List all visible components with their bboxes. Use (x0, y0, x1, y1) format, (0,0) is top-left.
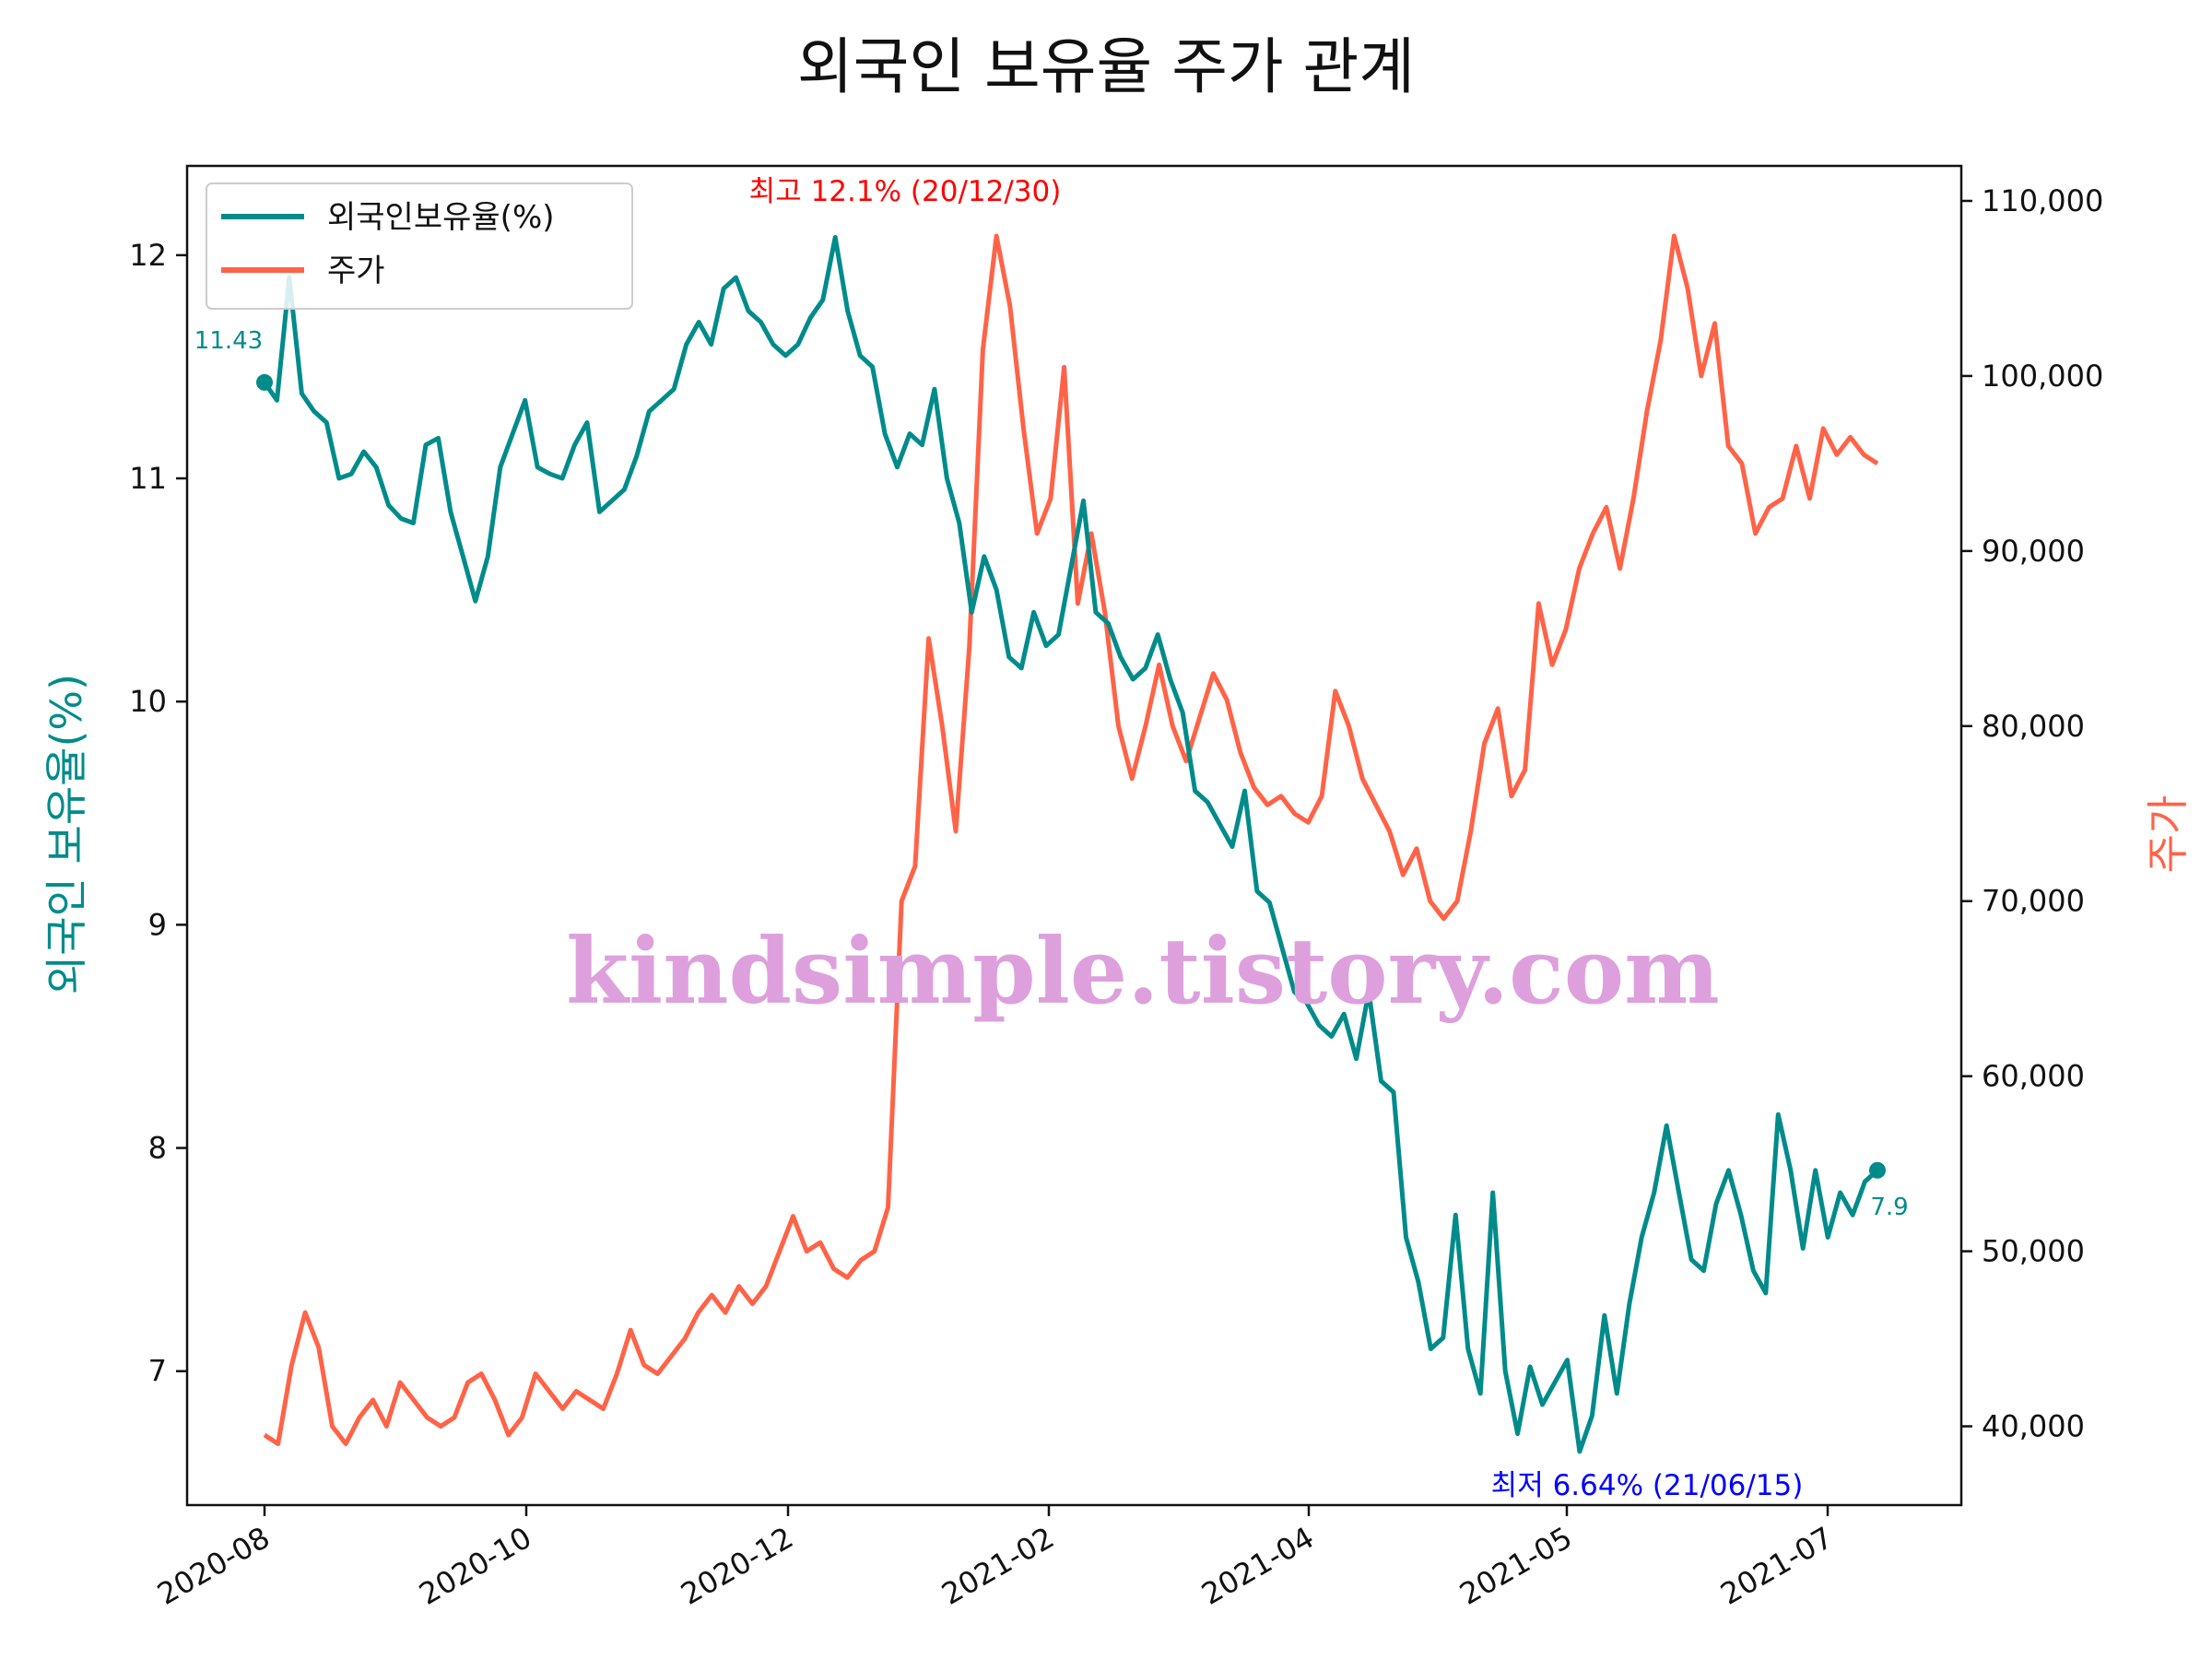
right-tick-label: 90,000 (1982, 534, 2085, 569)
left-tick-label: 9 (148, 907, 167, 942)
series-line-price (263, 233, 1879, 1446)
series-line-holding (262, 235, 1879, 1454)
left-tick-label: 10 (129, 684, 167, 719)
left-tick-label: 11 (129, 461, 167, 496)
x-tick-label: 2020-12 (675, 1520, 799, 1612)
left-tick-label: 8 (148, 1131, 167, 1166)
chart-title: 외국인 보유율 주가 관계 (797, 31, 1415, 102)
x-tick-label: 2021-02 (935, 1520, 1060, 1612)
min-annotation: 최저 6.64% (21/06/15) (1491, 1469, 1804, 1502)
right-tick-label: 40,000 (1982, 1409, 2085, 1444)
right-tick-label: 110,000 (1982, 183, 2103, 218)
plot-frame (185, 164, 1963, 1507)
x-tick-label: 2020-10 (413, 1520, 537, 1612)
legend: 외국인보유율(%) 주가 (206, 182, 633, 310)
x-tick-label: 2020-08 (151, 1520, 276, 1612)
right-tick-label: 100,000 (1982, 359, 2103, 394)
x-tick-label: 2021-07 (1714, 1520, 1839, 1612)
series-layer (256, 233, 1886, 1454)
end-value-label: 7.9 (1870, 1194, 1908, 1221)
right-tick-label: 60,000 (1982, 1059, 2085, 1094)
left-tick-label: 7 (148, 1354, 167, 1389)
left-tick-label: 12 (129, 238, 167, 273)
right-tick-label: 50,000 (1982, 1234, 2085, 1269)
start-marker (256, 373, 273, 391)
x-axis: 2020-08 2020-10 2020-12 2021-02 2021-04 2021-… (151, 1505, 1839, 1612)
start-value-label: 11.43 (194, 327, 263, 355)
end-marker (1869, 1161, 1886, 1179)
left-y-axis-label: 외국인 보유율(%) (41, 674, 91, 994)
legend-box (206, 182, 633, 310)
legend-label-holding: 외국인보유율(%) (327, 199, 555, 236)
right-tick-label: 70,000 (1982, 884, 2085, 919)
right-y-axis-label: 주가 (2143, 795, 2193, 874)
max-annotation: 최고 12.1% (20/12/30) (749, 175, 1062, 208)
x-tick-label: 2021-04 (1195, 1520, 1320, 1612)
watermark: kindsimple.tistory.com (566, 919, 1720, 1025)
legend-label-price: 주가 (327, 253, 385, 289)
right-y-axis: 40,000 50,000 60,000 70,000 80,000 90,000 100,… (1961, 183, 2103, 1444)
x-tick-label: 2021-05 (1453, 1520, 1578, 1612)
right-tick-label: 80,000 (1982, 709, 2085, 744)
left-y-axis: 7 8 9 10 11 12 (129, 238, 187, 1389)
